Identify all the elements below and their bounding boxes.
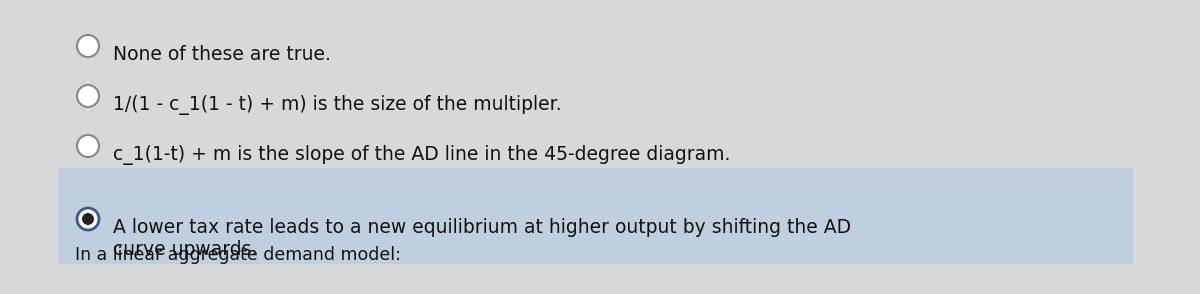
Text: curve upwards.: curve upwards. bbox=[113, 240, 257, 259]
Circle shape bbox=[77, 35, 98, 57]
Bar bbox=[58, 168, 1133, 264]
Text: 1/(1 - c_1(1 - t) + m) is the size of the multipler.: 1/(1 - c_1(1 - t) + m) is the size of th… bbox=[113, 95, 562, 115]
Circle shape bbox=[77, 208, 98, 230]
Circle shape bbox=[77, 85, 98, 107]
Circle shape bbox=[77, 135, 98, 157]
Text: A lower tax rate leads to a new equilibrium at higher output by shifting the AD: A lower tax rate leads to a new equilibr… bbox=[113, 218, 851, 237]
Text: c_1(1-t) + m is the slope of the AD line in the 45-degree diagram.: c_1(1-t) + m is the slope of the AD line… bbox=[113, 145, 731, 165]
Text: In a linear aggregate demand model:: In a linear aggregate demand model: bbox=[74, 246, 401, 264]
Circle shape bbox=[82, 213, 94, 225]
Text: None of these are true.: None of these are true. bbox=[113, 45, 331, 64]
